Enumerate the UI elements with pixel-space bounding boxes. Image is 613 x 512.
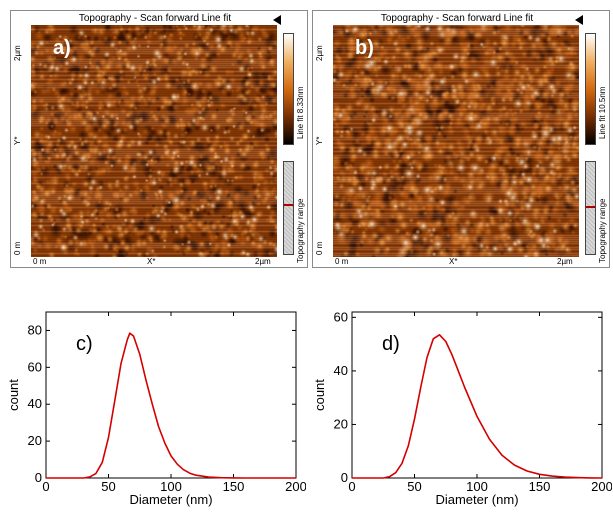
panel-letter: c) bbox=[76, 333, 93, 355]
x-axis-left-label: 0 m bbox=[335, 257, 349, 266]
x-tick-label: 0 bbox=[42, 479, 49, 494]
afm-topography-image bbox=[31, 25, 277, 257]
panel-letter: b) bbox=[355, 37, 374, 59]
y-tick-label: 0 bbox=[341, 470, 348, 485]
y-tick-label: 40 bbox=[28, 396, 42, 411]
range-bar-label: Topography range bbox=[598, 198, 607, 264]
diameter-distribution-chart-d: 0 50 100 150 200 0 20 40 60 Diameter (nm) count d) bbox=[312, 309, 612, 507]
x-tick-label: 150 bbox=[529, 479, 551, 494]
y-axis-bottom-label: 0 m bbox=[13, 241, 22, 255]
distribution-curve bbox=[352, 334, 603, 479]
x-tick-label: 200 bbox=[285, 479, 306, 494]
colorbar-label: Line fit 10.5nm bbox=[598, 86, 607, 139]
x-tick-label: 100 bbox=[466, 479, 488, 494]
panel-title: Topography - Scan forward Line fit bbox=[380, 13, 534, 24]
triangle-marker-icon bbox=[273, 15, 281, 25]
panel-title: Topography - Scan forward Line fit bbox=[78, 13, 232, 24]
y-axis-bottom-label: 0 m bbox=[315, 241, 324, 255]
x-tick-label: 50 bbox=[407, 479, 421, 494]
y-tick-label: 60 bbox=[334, 309, 348, 324]
range-marker bbox=[284, 204, 293, 206]
y-tick-label: 60 bbox=[28, 359, 42, 374]
x-tick-label: 150 bbox=[223, 479, 245, 494]
x-tick-label: 0 bbox=[348, 479, 355, 494]
x-axis-right-label: 2µm bbox=[255, 257, 271, 266]
y-tick-label: 0 bbox=[35, 470, 42, 485]
y-axis-mid-label: Y* bbox=[13, 136, 22, 145]
x-tick-label: 200 bbox=[591, 479, 612, 494]
range-marker bbox=[586, 206, 595, 208]
y-axis-title: count bbox=[6, 379, 21, 411]
y-tick-label: 20 bbox=[28, 433, 42, 448]
panel-letter: a) bbox=[53, 37, 71, 59]
diameter-distribution-chart-c: 0 50 100 150 200 0 20 40 60 80 Diameter (nm) count c… bbox=[6, 311, 306, 507]
x-axis-title: Diameter (nm) bbox=[435, 492, 518, 507]
x-tick-label: 100 bbox=[160, 479, 182, 494]
y-axis-mid-label: Y* bbox=[315, 136, 324, 145]
triangle-marker-icon bbox=[575, 15, 583, 25]
height-colorbar bbox=[585, 33, 596, 145]
afm-topography-image bbox=[333, 25, 579, 257]
topography-range-bar bbox=[585, 161, 596, 255]
range-bar-label: Topography range bbox=[296, 198, 305, 264]
x-axis-left-label: 0 m bbox=[33, 257, 47, 266]
y-tick-label: 80 bbox=[28, 322, 42, 337]
y-axis-title: count bbox=[312, 379, 327, 411]
distribution-curve bbox=[46, 332, 296, 479]
height-colorbar bbox=[283, 33, 294, 145]
colorbar-label: Line fit 8.33nm bbox=[296, 86, 305, 139]
afm-panel-a: Topography - Scan forward Line fit a) 2µ… bbox=[10, 10, 308, 268]
x-axis-mid-label: X* bbox=[449, 257, 458, 266]
x-axis-mid-label: X* bbox=[147, 257, 156, 266]
y-axis-top-label: 2µm bbox=[13, 45, 22, 61]
y-tick-label: 40 bbox=[334, 363, 348, 378]
topography-range-bar bbox=[283, 161, 294, 255]
y-axis-top-label: 2µm bbox=[315, 45, 324, 61]
afm-panel-b: Topography - Scan forward Line fit b) 2µ… bbox=[312, 10, 610, 268]
panel-letter: d) bbox=[382, 333, 400, 355]
x-axis-right-label: 2µm bbox=[557, 257, 573, 266]
x-tick-label: 50 bbox=[101, 479, 115, 494]
y-tick-label: 20 bbox=[334, 416, 348, 431]
x-axis-title: Diameter (nm) bbox=[129, 492, 212, 507]
